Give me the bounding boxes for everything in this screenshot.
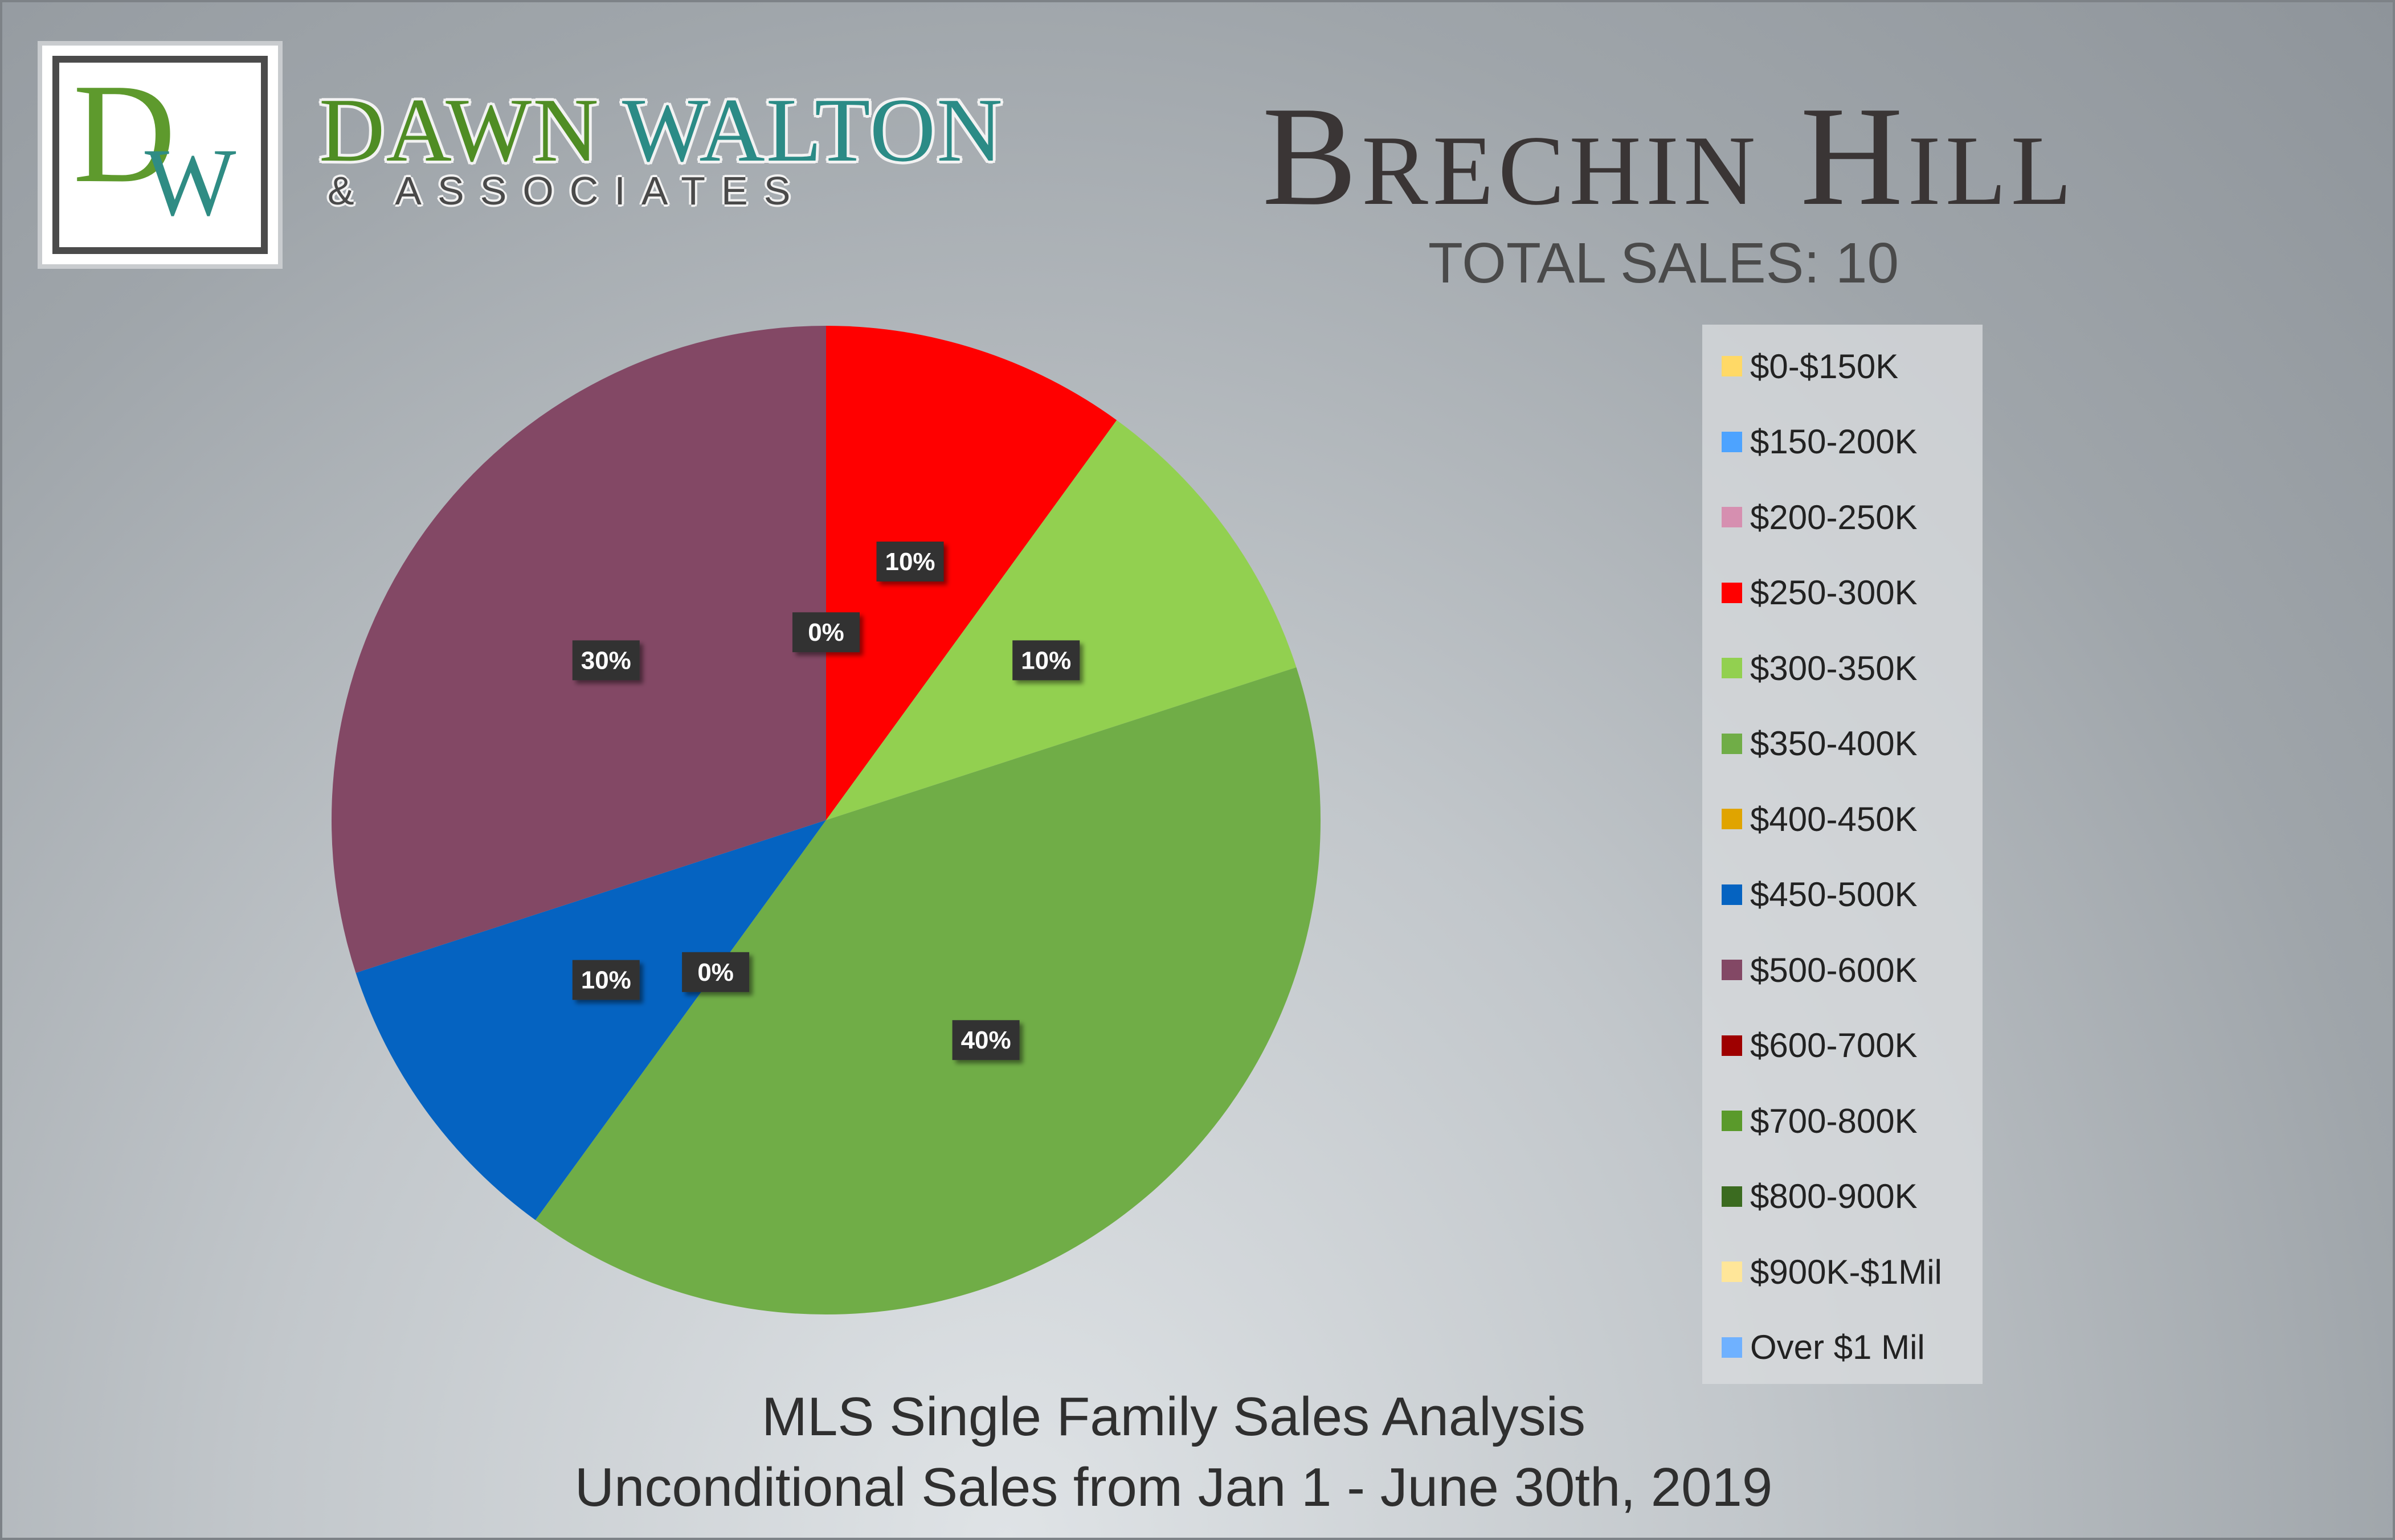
- legend-item: $350-400K: [1722, 706, 1918, 781]
- pie-data-label-text: 0%: [697, 959, 734, 986]
- legend-swatch: [1722, 1111, 1742, 1131]
- pie-data-label-6: 0%: [682, 952, 750, 992]
- legend-label: $0-$150K: [1750, 347, 1899, 386]
- pie-data-label-4: 10%: [1012, 640, 1080, 681]
- legend-item: $500-600K: [1722, 932, 1918, 1007]
- legend-swatch: [1722, 733, 1742, 754]
- legend-swatch: [1722, 809, 1742, 829]
- footer-line-2: Unconditional Sales from Jan 1 - June 30…: [574, 1457, 1773, 1518]
- brand-name-last: WALTON: [622, 79, 1004, 181]
- legend-swatch: [1722, 1035, 1742, 1056]
- pie-data-label-5: 40%: [952, 1020, 1020, 1060]
- legend-label: $200-250K: [1750, 498, 1918, 536]
- legend-swatch: [1722, 1262, 1742, 1282]
- legend-swatch: [1722, 507, 1742, 527]
- legend-swatch: [1722, 658, 1742, 678]
- pie-data-label-3: 10%: [876, 541, 944, 581]
- legend-item: $200-250K: [1722, 480, 1918, 555]
- chart-legend: $0-$150K $150-200K $200-250K $250-300K $300-…: [1702, 325, 1983, 1384]
- legend-item: $150-200K: [1722, 404, 1918, 480]
- logo-letter-w: W: [145, 129, 236, 236]
- legend-swatch: [1722, 582, 1742, 603]
- legend-label: $500-600K: [1750, 951, 1918, 989]
- pie-data-label-7: 10%: [572, 960, 640, 1000]
- pie-data-label-box: [572, 960, 640, 1000]
- pie-slice-3: [826, 326, 1117, 820]
- legend-item: $700-800K: [1722, 1083, 1918, 1158]
- pie-data-label-8: 30%: [572, 640, 640, 681]
- legend-item: $900K-$1Mil: [1722, 1234, 1942, 1309]
- brand-name: DAWN WALTON: [319, 84, 1004, 175]
- logo-letter-d: D: [73, 55, 176, 212]
- pie-slices: [332, 326, 1321, 1315]
- logo-border: D W: [52, 56, 268, 254]
- pie-data-label-text: 0%: [808, 619, 844, 646]
- pie-data-label-text: 10%: [581, 966, 631, 994]
- pie-data-label-text: 10%: [1021, 646, 1071, 674]
- legend-label: $300-350K: [1750, 649, 1918, 687]
- legend-label: $350-400K: [1750, 724, 1918, 763]
- legend-label: $400-450K: [1750, 800, 1918, 838]
- pie-slice-5: [535, 667, 1321, 1315]
- legend-item: $450-500K: [1722, 857, 1918, 932]
- legend-item: $250-300K: [1722, 555, 1918, 630]
- pie-data-label-text: 40%: [961, 1026, 1011, 1054]
- pie-data-label-box: [792, 612, 860, 653]
- pie-data-labels: 10% 10% 40% 0% 10% 30% 0%: [572, 541, 1080, 1060]
- legend-item: $600-700K: [1722, 1008, 1918, 1083]
- pie-slice-4: [826, 420, 1297, 820]
- legend-item: $800-900K: [1722, 1159, 1918, 1234]
- pie-slice-7: [355, 820, 826, 1220]
- legend-swatch: [1722, 1186, 1742, 1207]
- legend-item: Over $1 Mil: [1722, 1310, 1925, 1385]
- legend-swatch: [1722, 960, 1742, 980]
- legend-item: $300-350K: [1722, 630, 1918, 706]
- pie-data-label-box: [572, 640, 640, 681]
- legend-label: $150-200K: [1750, 423, 1918, 461]
- pie-data-label-box: [1012, 640, 1080, 681]
- chart-title: Brechin Hill: [1262, 77, 2077, 235]
- legend-item: $0-$150K: [1722, 329, 1898, 404]
- legend-label: $900K-$1Mil: [1750, 1252, 1942, 1291]
- pie-data-label-box: [876, 541, 944, 581]
- brand-name-first: DAWN: [319, 79, 600, 181]
- brand-tagline: & ASSOCIATES: [328, 169, 807, 213]
- legend-label: Over $1 Mil: [1750, 1328, 1925, 1366]
- legend-item: $400-450K: [1722, 781, 1918, 857]
- pie-data-label-text: 30%: [581, 646, 631, 674]
- pie-data-label-12: 0%: [792, 612, 860, 653]
- legend-swatch: [1722, 884, 1742, 905]
- pie-data-label-box: [952, 1020, 1020, 1060]
- legend-swatch: [1722, 1337, 1742, 1358]
- chart-subtitle: TOTAL SALES: 10: [1428, 231, 1899, 295]
- legend-label: $600-700K: [1750, 1026, 1918, 1064]
- legend-label: $250-300K: [1750, 574, 1918, 612]
- company-logo: D W: [38, 41, 283, 269]
- pie-data-label-text: 10%: [885, 548, 935, 576]
- footer-line-1: MLS Single Family Sales Analysis: [762, 1386, 1585, 1447]
- legend-swatch: [1722, 356, 1742, 376]
- legend-label: $700-800K: [1750, 1101, 1918, 1140]
- legend-label: $450-500K: [1750, 875, 1918, 914]
- legend-swatch: [1722, 431, 1742, 452]
- pie-data-label-box: [682, 952, 750, 992]
- legend-label: $800-900K: [1750, 1177, 1918, 1215]
